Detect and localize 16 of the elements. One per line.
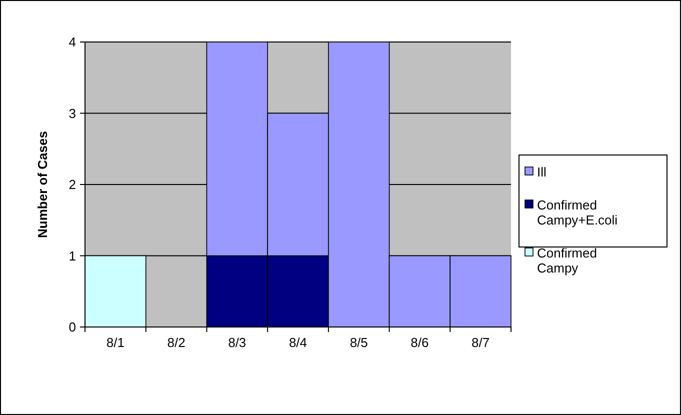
x-tick-label: 8/2: [167, 335, 186, 350]
y-tick-label: 0: [68, 320, 76, 335]
x-tick-label: 8/6: [410, 335, 429, 350]
x-tick-label: 8/1: [106, 335, 124, 350]
x-tick-label: 8/3: [228, 335, 246, 350]
legend-label: Ill: [537, 164, 546, 180]
y-tick-label: 4: [68, 34, 76, 50]
y-tick-label: 2: [68, 177, 76, 192]
legend-label: Confirmed Campy: [537, 246, 597, 276]
legend-label: Confirmed Campy+E.coli: [537, 198, 618, 228]
x-tick-label: 8/7: [472, 335, 490, 350]
y-tick-label: 1: [68, 248, 76, 264]
x-tick-label: 8/4: [288, 335, 308, 350]
y-axis-title: Number of Cases: [35, 131, 50, 238]
y-tick-label: 3: [68, 106, 76, 121]
x-tick-label: 8/5: [350, 335, 368, 350]
